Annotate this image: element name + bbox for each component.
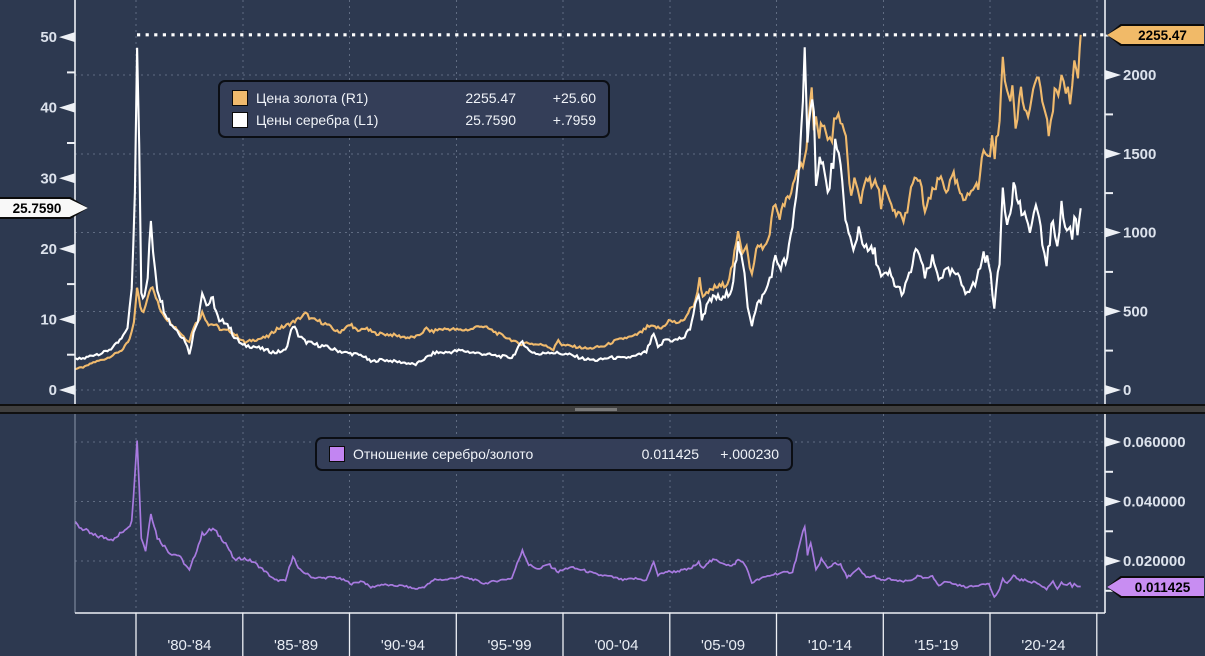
legend-row-gold[interactable]: Цена золота (R1) 2255.47 +25.60 xyxy=(232,90,596,107)
x-axis-period-label: '20-'24 xyxy=(1021,637,1065,654)
x-axis-period-label: '85-'89 xyxy=(274,637,318,654)
x-axis-period-label: '80-'84 xyxy=(167,637,211,654)
silver-badge-value: 25.7590 xyxy=(12,200,62,216)
x-axis-period-label: '95-'99 xyxy=(488,637,532,654)
ratio-change-value: +.000230 xyxy=(720,446,779,462)
silver-change-value: +.7959 xyxy=(552,111,596,128)
legend-row-silver[interactable]: Цены серебра (L1) 25.7590 +.7959 xyxy=(232,111,596,128)
y-axis-left-tick-label: 20 xyxy=(40,241,57,258)
x-axis-period-label: '90-'94 xyxy=(381,637,425,654)
y-axis-left-tick-label: 10 xyxy=(40,311,57,328)
gold-change-value: +25.60 xyxy=(552,90,596,107)
horizontal-gridlines xyxy=(75,74,1105,562)
legend-row-ratio[interactable]: Отношение серебро/золото 0.011425 +.0002… xyxy=(329,446,779,462)
ratio-badge-value: 0.011425 xyxy=(1134,579,1191,595)
panel-splitter[interactable] xyxy=(0,404,1205,414)
silver-last-price-badge[interactable]: 25.7590 xyxy=(0,197,88,219)
y-axis-left-tick-label: 0 xyxy=(49,382,57,399)
y-axis-right-tick-label: 0 xyxy=(1123,382,1131,399)
ratio-axis-tick-label: 0.040000 xyxy=(1123,494,1186,511)
silver-last-value: 25.7590 xyxy=(465,111,516,128)
x-axis-period-label: '05-'09 xyxy=(701,637,745,654)
ratio-last-value: 0.011425 xyxy=(641,446,699,462)
y-axis-right-tick-label: 1500 xyxy=(1123,146,1156,163)
bottom-panel-legend[interactable]: Отношение серебро/золото 0.011425 +.0002… xyxy=(315,437,793,471)
top-panel-legend[interactable]: Цена золота (R1) 2255.47 +25.60 Цены сер… xyxy=(218,80,610,138)
silver-gold-ratio-line[interactable] xyxy=(74,440,1081,599)
x-axis-period-label: '10-'14 xyxy=(808,637,852,654)
vertical-gridlines xyxy=(135,0,1098,613)
y-axis-left-tick-label: 50 xyxy=(40,29,57,46)
gold-swatch-icon xyxy=(232,90,248,107)
gold-last-price-badge[interactable]: 2255.47 xyxy=(1107,24,1204,46)
x-axis-period-label: '00-'04 xyxy=(594,637,638,654)
y-axis-left-tick-label: 40 xyxy=(40,100,57,117)
y-axis-right-tick-label: 2000 xyxy=(1123,67,1156,84)
silver-legend-label: Цены серебра (L1) xyxy=(256,111,379,128)
x-axis-period-label: '15-'19 xyxy=(915,637,959,654)
ratio-swatch-icon xyxy=(329,446,345,462)
y-axis-right-tick-label: 500 xyxy=(1123,303,1148,320)
y-axis-left-tick-label: 30 xyxy=(40,170,57,187)
gold-badge-value: 2255.47 xyxy=(1138,27,1187,43)
ratio-legend-label: Отношение серебро/золото xyxy=(353,446,534,462)
y-axis-right-tick-label: 1000 xyxy=(1123,225,1156,242)
silver-swatch-icon xyxy=(232,111,248,128)
splitter-grip-icon xyxy=(575,408,617,411)
silver-price-line[interactable] xyxy=(74,47,1082,367)
gold-legend-label: Цена золота (R1) xyxy=(256,90,369,107)
ratio-axis-tick-label: 0.020000 xyxy=(1123,553,1186,570)
gold-last-value: 2255.47 xyxy=(465,90,516,107)
ratio-axis-tick-label: 0.060000 xyxy=(1123,434,1186,451)
ratio-last-value-badge[interactable]: 0.011425 xyxy=(1107,576,1204,598)
